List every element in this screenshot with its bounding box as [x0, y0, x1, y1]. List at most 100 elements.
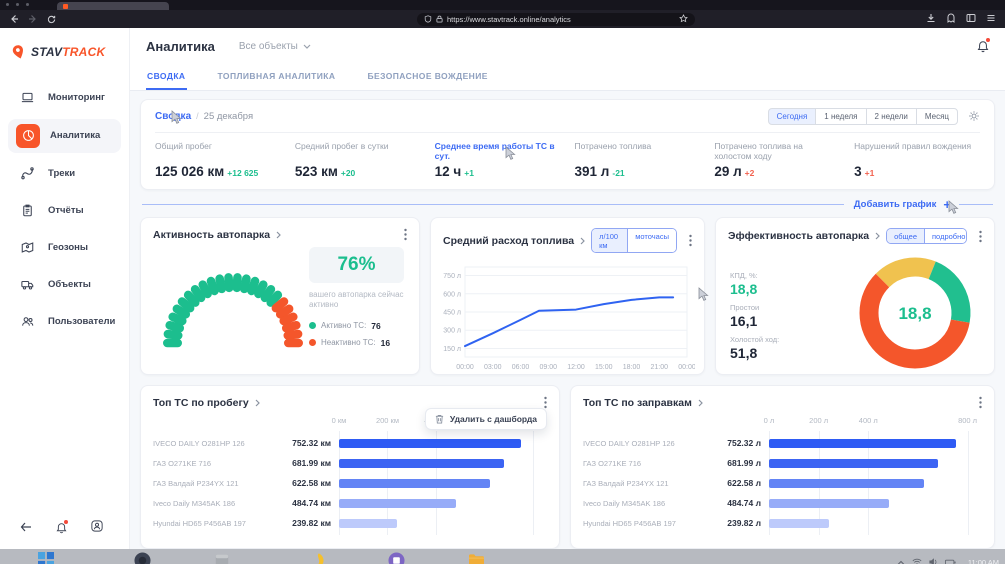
chevron-right-icon[interactable]	[698, 399, 703, 407]
eff-stat-label: КПД, %:	[730, 270, 758, 280]
svg-text:18,8: 18,8	[898, 304, 931, 323]
eff-stat-label: Простои	[730, 302, 760, 312]
kebab-menu-icon[interactable]	[979, 396, 982, 409]
chevron-right-icon[interactable]	[580, 237, 585, 245]
volume-icon[interactable]	[929, 553, 938, 564]
period-button[interactable]: 1 неделя	[815, 107, 867, 125]
tab-0[interactable]: СВОДКА	[146, 65, 187, 90]
taskbar-folder-icon[interactable]	[468, 552, 486, 564]
taskbar-edge-icon[interactable]	[558, 552, 576, 564]
period-button[interactable]: Сегодня	[767, 107, 817, 125]
sidebar-item-monitoring[interactable]: Мониторинг	[8, 82, 121, 114]
kebab-menu-icon[interactable]	[979, 230, 982, 243]
browser-tab[interactable]	[57, 2, 169, 10]
stat-label: Нарушений правил вождения	[854, 140, 972, 151]
menu-icon[interactable]	[986, 10, 996, 28]
forward-icon[interactable]	[28, 14, 38, 24]
stat-label: Среднее время работы ТС в сут.	[434, 140, 555, 162]
add-chart-plus-icon[interactable]: +	[943, 196, 951, 212]
bookmark-star-icon[interactable]	[679, 10, 688, 28]
taskbar-app-yellow-icon[interactable]	[310, 552, 328, 564]
card-title: Эффективность автопарка	[728, 230, 870, 242]
url-text[interactable]: https://www.stavtrack.online/analytics	[447, 14, 571, 24]
battery-icon[interactable]	[944, 553, 956, 564]
kebab-menu-icon[interactable]	[544, 396, 547, 409]
svg-text:09:00: 09:00	[539, 364, 557, 371]
sidebar-item-objects[interactable]: Объекты	[8, 269, 121, 301]
sidebar-item-geozones[interactable]: Геозоны	[8, 232, 121, 264]
active-percent-caption: вашего автопарка сейчас активно	[309, 290, 404, 310]
taskbar-app-gray-icon[interactable]	[214, 552, 232, 564]
logo-text-track: TRACK	[62, 45, 106, 59]
bar-row: IVECO DAILY O281HP 126 752.32 л	[583, 433, 980, 453]
card-title: Топ ТС по пробегу	[153, 396, 249, 409]
sidebar-item-reports[interactable]: Отчёты	[8, 195, 121, 227]
card-fleet-activity: Активность автопарка 76% вашего автопарк…	[140, 217, 420, 375]
context-menu-delete[interactable]: Удалить с дашборда	[424, 408, 547, 430]
context-menu-delete-label: Удалить с дашборда	[449, 414, 537, 424]
period-button[interactable]: Месяц	[915, 107, 958, 125]
taskbar-app-purple-icon[interactable]	[388, 552, 406, 564]
sidebar-item-label: Треки	[48, 168, 76, 179]
toggle-option[interactable]: моточасы	[627, 229, 676, 252]
header-bell-icon[interactable]	[977, 37, 990, 53]
stat-label: Потрачено топлива	[574, 140, 652, 151]
stat-label: Общий пробег	[155, 140, 212, 151]
taskbar-app-dark-icon[interactable]	[134, 552, 152, 564]
app-logo: STAVTRACK	[0, 28, 129, 73]
vehicle-value: 622.58 л	[727, 478, 761, 488]
page-title: Аналитика	[146, 38, 215, 54]
tab-1[interactable]: ТОПЛИВНАЯ АНАЛИТИКА	[217, 70, 336, 81]
bar-row: ГАЗ Валдай P234YX 121 622.58 л	[583, 473, 980, 493]
summary-stat[interactable]: Среднее время работы ТС в сут. 12 ч +1	[435, 141, 561, 179]
summary-stat: Нарушений правил вождения 3 +1	[854, 141, 980, 179]
tab-2[interactable]: БЕЗОПАСНОЕ ВОЖДЕНИЕ	[367, 70, 488, 81]
site-favicon-icon	[63, 4, 68, 9]
windows-start-icon[interactable]	[38, 552, 56, 564]
notifications-bell-icon[interactable]	[56, 520, 68, 534]
chevron-down-icon	[303, 44, 311, 49]
sidebar-toggle-icon[interactable]	[966, 10, 976, 28]
sidebar-item-users[interactable]: Пользователи	[8, 306, 121, 338]
add-chart-label[interactable]: Добавить график	[853, 198, 937, 210]
window-controls[interactable]	[6, 3, 29, 6]
chevron-right-icon[interactable]	[255, 399, 260, 407]
back-icon[interactable]	[9, 14, 19, 24]
chevron-right-icon[interactable]	[276, 231, 281, 239]
svg-text:06:00: 06:00	[512, 364, 530, 371]
sidebar-footer	[0, 507, 129, 549]
vehicle-name: IVECO DAILY O281HP 126	[583, 438, 675, 448]
extension-icon[interactable]	[946, 10, 956, 28]
toggle-option[interactable]: общее	[887, 229, 924, 243]
download-icon[interactable]	[926, 10, 936, 28]
summary-link[interactable]: Сводка	[155, 110, 192, 122]
url-bar[interactable]: https://www.stavtrack.online/analytics	[417, 10, 695, 28]
period-button[interactable]: 2 недели	[865, 107, 917, 125]
fuel-line-chart: 750 л 600 л 450 л 300 л 150 л 00:00 03:00 06:00…	[431, 257, 704, 386]
kebab-menu-icon[interactable]	[404, 228, 407, 241]
chevron-right-icon[interactable]	[875, 232, 880, 240]
bar	[769, 478, 924, 488]
taskbar-clock[interactable]: 11:00 AM	[967, 557, 999, 564]
sidebar-item-analytics[interactable]: Аналитика	[8, 118, 121, 153]
collapse-sidebar-icon[interactable]	[20, 519, 32, 537]
sidebar-item-label: Мониторинг	[48, 92, 105, 103]
summary-date: 25 декабря	[203, 110, 254, 122]
account-icon[interactable]	[91, 519, 103, 537]
bar-row: ГАЗ O271KE 716 681.99 км	[153, 453, 545, 473]
objects-filter[interactable]: Все объекты	[239, 41, 311, 52]
wifi-icon[interactable]	[912, 553, 922, 564]
sidebar-item-label: Геозоны	[48, 242, 89, 253]
toggle-option[interactable]: л/100 км	[592, 229, 628, 252]
vehicle-value: 484.74 л	[727, 498, 761, 508]
settings-gear-icon[interactable]	[968, 110, 980, 122]
vehicle-name: Hyundai HD65 P456AB 197	[583, 518, 676, 528]
card-title: Топ ТС по заправкам	[583, 396, 692, 409]
sidebar-item-tracks[interactable]: Треки	[8, 158, 121, 190]
system-tray: 11:00 AM	[897, 553, 999, 564]
toggle-option[interactable]: подробно	[924, 229, 967, 243]
tray-chevron-up-icon[interactable]	[897, 553, 905, 564]
kebab-menu-icon[interactable]	[689, 234, 692, 247]
reload-icon[interactable]	[47, 15, 56, 24]
